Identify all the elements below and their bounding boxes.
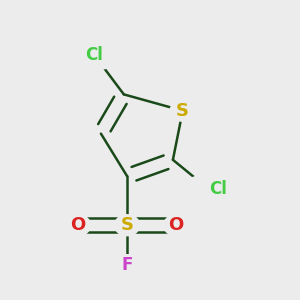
Text: S: S	[176, 102, 189, 120]
Text: S: S	[121, 216, 134, 234]
Ellipse shape	[68, 40, 121, 70]
Ellipse shape	[182, 175, 236, 204]
Text: O: O	[70, 216, 86, 234]
Text: F: F	[122, 256, 133, 274]
Ellipse shape	[115, 215, 140, 236]
Ellipse shape	[65, 215, 91, 236]
Ellipse shape	[164, 215, 189, 236]
Ellipse shape	[170, 100, 195, 121]
Ellipse shape	[115, 255, 139, 274]
Text: Cl: Cl	[85, 46, 103, 64]
Text: O: O	[169, 216, 184, 234]
Text: Cl: Cl	[209, 180, 227, 198]
